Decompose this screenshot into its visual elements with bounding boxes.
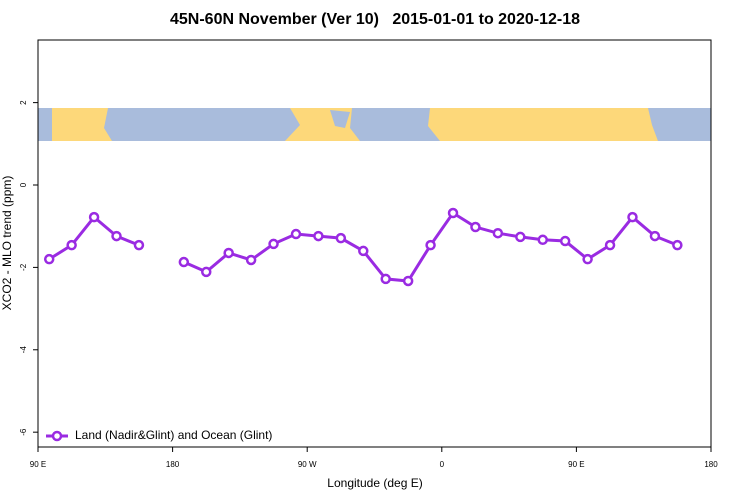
- data-point: [88, 211, 100, 223]
- data-point: [313, 230, 324, 242]
- data-point: [672, 239, 683, 251]
- data-point: [537, 234, 548, 246]
- data-point: [604, 239, 616, 251]
- data-point: [245, 254, 257, 266]
- data-point: [380, 273, 391, 285]
- data-point: [43, 253, 55, 265]
- data-point: [335, 232, 347, 244]
- data-point: [111, 230, 122, 242]
- x-tick-label: 0: [440, 460, 445, 469]
- data-point: [582, 253, 593, 265]
- data-point: [425, 239, 436, 251]
- data-point: [470, 221, 481, 233]
- data-point: [402, 275, 414, 287]
- legend-swatch-marker: [51, 430, 63, 442]
- chart-title: 45N-60N November (Ver 10) 2015-01-01 to …: [170, 11, 580, 28]
- data-point: [447, 207, 459, 219]
- data-point: [290, 228, 302, 240]
- legend-label: Land (Nadir&Glint) and Ocean (Glint): [75, 428, 272, 442]
- y-axis-label: XCO2 - MLO trend (ppm): [0, 176, 14, 311]
- x-tick-label: 180: [166, 460, 180, 469]
- y-tick-label: -6: [19, 428, 28, 436]
- data-point: [223, 247, 234, 259]
- data-point: [358, 245, 369, 257]
- x-tick-label: 180: [704, 460, 718, 469]
- data-point: [649, 230, 661, 242]
- x-tick-label: 90 W: [298, 460, 317, 469]
- plot-frame: [37, 39, 712, 448]
- y-tick-label: -2: [19, 263, 28, 271]
- x-axis-label: Longitude (deg E): [327, 476, 422, 490]
- data-point: [627, 211, 638, 223]
- data-point: [178, 256, 190, 268]
- data-point: [66, 239, 77, 251]
- y-tick-label: 2: [19, 100, 28, 105]
- y-tick-label: 0: [19, 182, 28, 187]
- data-point: [201, 266, 212, 278]
- y-tick-label: -4: [19, 346, 28, 354]
- data-point: [268, 238, 279, 250]
- data-point: [559, 235, 571, 247]
- data-point: [133, 239, 145, 251]
- x-tick-label: 90 E: [568, 460, 584, 469]
- data-point: [515, 231, 526, 243]
- data-point: [492, 227, 504, 239]
- map-band: [38, 108, 711, 141]
- x-tick-label: 90 E: [30, 460, 46, 469]
